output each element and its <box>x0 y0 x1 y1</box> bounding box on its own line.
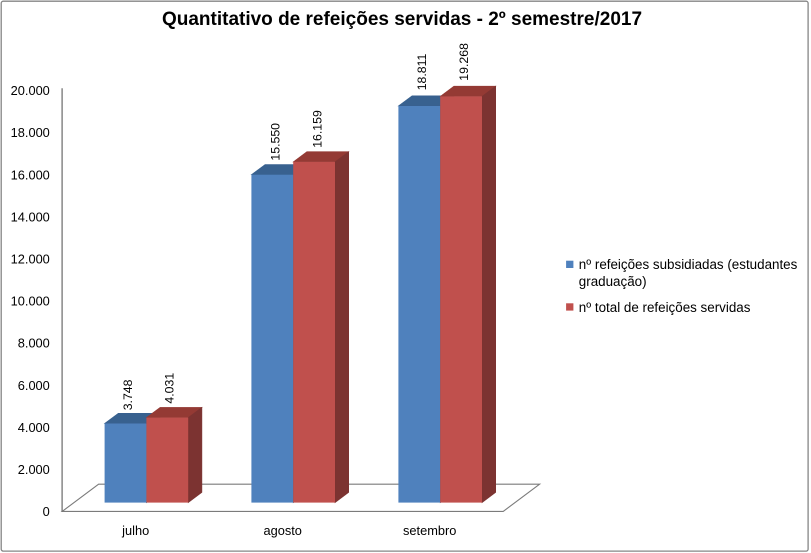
svg-text:0: 0 <box>43 504 50 519</box>
svg-text:julho: julho <box>121 523 149 538</box>
svg-text:20.000: 20.000 <box>11 83 50 98</box>
svg-text:19.268: 19.268 <box>457 43 471 81</box>
svg-text:4.000: 4.000 <box>18 420 50 435</box>
svg-text:3.748: 3.748 <box>121 379 135 410</box>
svg-text:8.000: 8.000 <box>18 336 50 351</box>
svg-text:nº refeições subsidiadas (estu: nº refeições subsidiadas (estudantes <box>579 257 798 272</box>
svg-text:15.550: 15.550 <box>269 123 283 161</box>
svg-text:Quantitativo de refeições serv: Quantitativo de refeições servidas - 2º … <box>162 9 642 30</box>
svg-text:setembro: setembro <box>403 523 456 538</box>
svg-text:16.159: 16.159 <box>311 110 325 148</box>
svg-text:16.000: 16.000 <box>11 167 50 182</box>
svg-text:10.000: 10.000 <box>11 294 50 309</box>
svg-text:18.000: 18.000 <box>11 125 50 140</box>
svg-text:6.000: 6.000 <box>18 378 50 393</box>
svg-text:4.031: 4.031 <box>162 373 176 404</box>
svg-text:nº total de refeições servidas: nº total de refeições servidas <box>579 300 751 315</box>
svg-text:14.000: 14.000 <box>11 209 50 224</box>
svg-text:2.000: 2.000 <box>18 462 50 477</box>
svg-text:18.811: 18.811 <box>415 53 429 90</box>
svg-text:agosto: agosto <box>263 523 301 538</box>
svg-text:graduação): graduação) <box>579 274 647 289</box>
svg-text:12.000: 12.000 <box>11 252 50 267</box>
